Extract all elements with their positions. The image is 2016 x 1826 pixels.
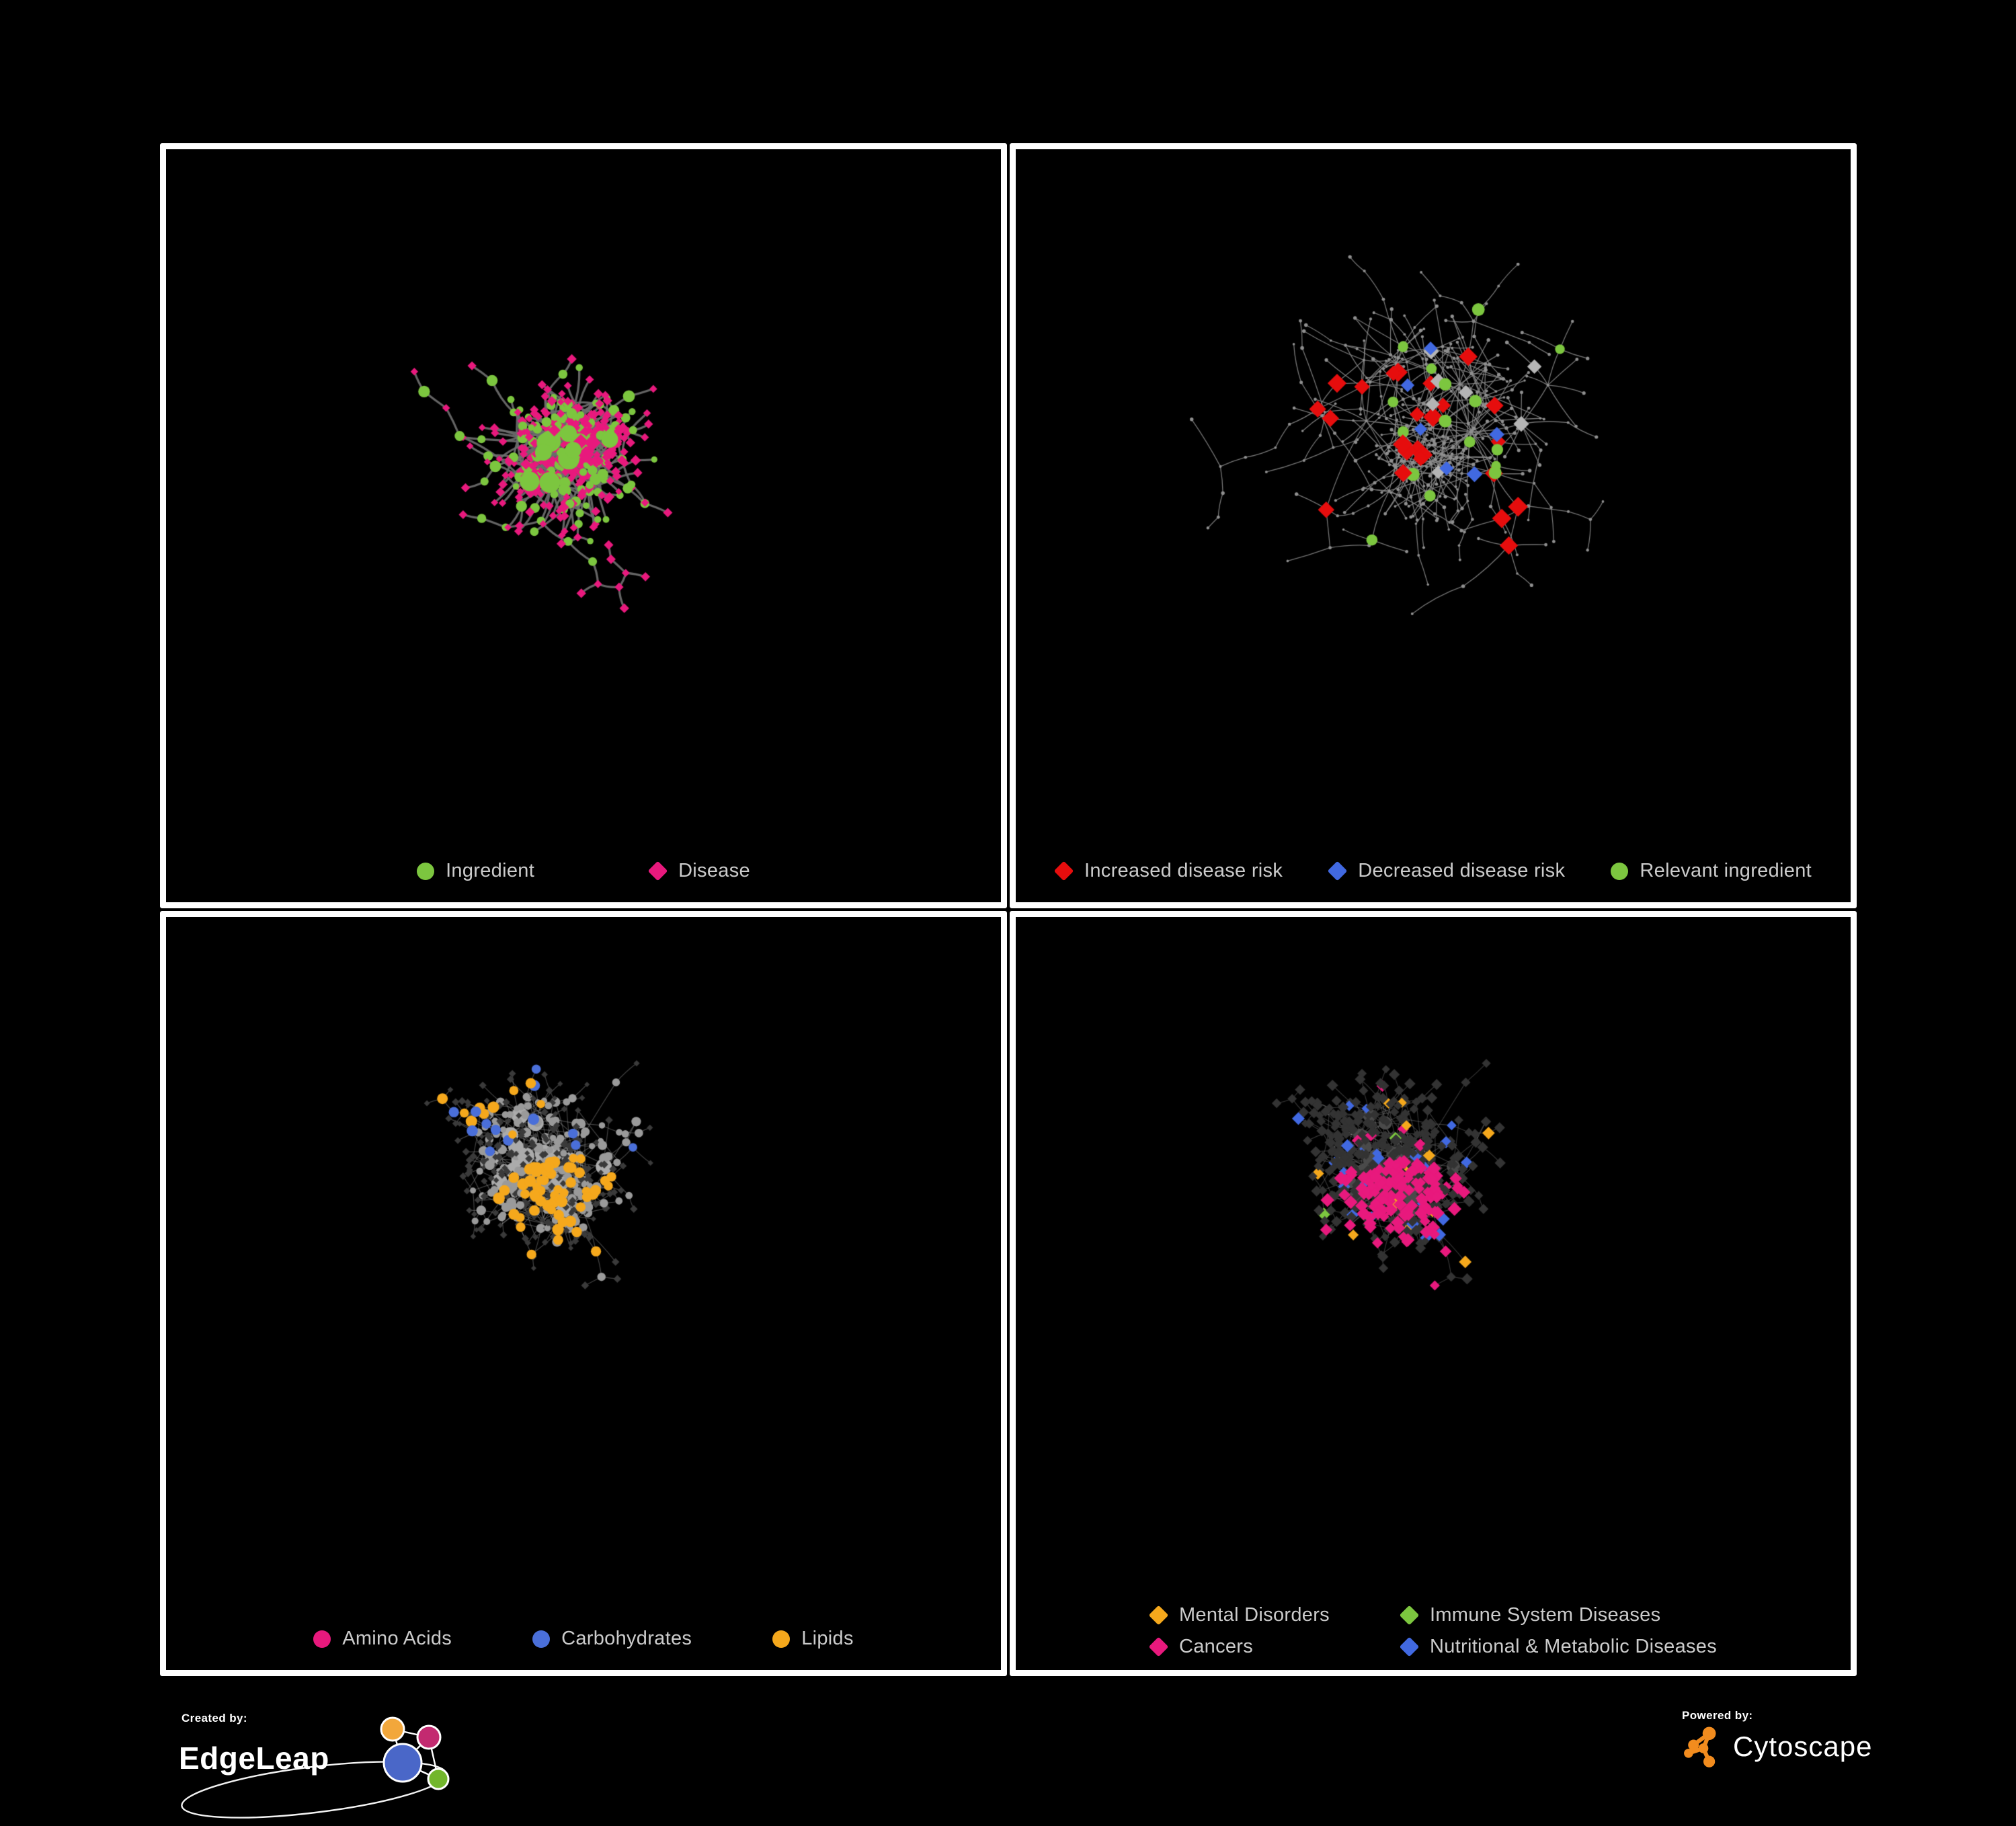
legend-item-ingredient: Ingredient <box>417 860 534 882</box>
decreased-risk-marker-icon <box>1327 861 1348 881</box>
legend-item-carbohydrates: Carbohydrates <box>532 1628 692 1650</box>
legend-ingredient-disease: Ingredient Disease <box>166 860 1001 882</box>
edgeleap-node-green <box>427 1768 450 1790</box>
network-canvas-ingredient-classes <box>166 917 1001 1670</box>
legend-label: Ingredient <box>446 860 535 881</box>
disease-marker-icon <box>647 861 668 881</box>
cytoscape-credit: Powered by: Cytoscape <box>1682 1709 1872 1768</box>
legend-item-mental-disorders: Mental Disorders <box>1148 1604 1330 1626</box>
carbohydrates-marker-icon <box>532 1630 551 1648</box>
ingredient-marker-icon <box>417 862 435 880</box>
panel-ingredient-classes: Amino Acids Carbohydrates Lipids <box>160 911 1007 1676</box>
nutritional-metabolic-marker-icon <box>1399 1636 1420 1657</box>
legend-ingredient-classes: Amino Acids Carbohydrates Lipids <box>166 1628 1001 1650</box>
amino-acids-marker-icon <box>313 1630 331 1648</box>
legend-label: Cancers <box>1178 1636 1254 1657</box>
legend-label: Immune System Diseases <box>1429 1604 1661 1626</box>
legend-label: Increased disease risk <box>1084 860 1283 881</box>
legend-item-lipids: Lipids <box>772 1628 854 1650</box>
edgeleap-node-magenta <box>416 1724 442 1750</box>
increased-risk-marker-icon <box>1053 861 1074 881</box>
legend-item-relevant-ingredient: Relevant ingredient <box>1611 860 1812 882</box>
network-canvas-disease-classes <box>1016 917 1851 1670</box>
legend-label: Relevant ingredient <box>1640 860 1812 881</box>
immune-diseases-marker-icon <box>1399 1605 1420 1626</box>
edgeleap-node-orange <box>380 1716 405 1742</box>
network-canvas-disease-risk <box>1016 149 1851 902</box>
lipids-marker-icon <box>772 1630 791 1648</box>
legend-item-cancers: Cancers <box>1148 1636 1330 1658</box>
legend-item-amino-acids: Amino Acids <box>313 1628 452 1650</box>
legend-item-increased-risk: Increased disease risk <box>1053 860 1283 882</box>
legend-label: Decreased disease risk <box>1358 860 1566 881</box>
panel-disease-classes: Mental Disorders Immune System Diseases … <box>1010 911 1857 1676</box>
edgeleap-logo: EdgeLeap <box>176 1716 499 1819</box>
legend-label: Lipids <box>801 1628 854 1649</box>
mental-disorders-marker-icon <box>1148 1605 1169 1626</box>
legend-label: Disease <box>678 860 750 881</box>
legend-label: Mental Disorders <box>1178 1604 1330 1626</box>
cytoscape-wordmark: Cytoscape <box>1733 1731 1873 1762</box>
panel-ingredient-disease: Ingredient Disease <box>160 143 1007 908</box>
legend-label: Carbohydrates <box>561 1628 692 1649</box>
relevant-ingredient-marker-icon <box>1611 862 1629 880</box>
edgeleap-node-blue <box>382 1743 423 1783</box>
powered-by-label: Powered by: <box>1682 1709 1753 1722</box>
cancers-marker-icon <box>1148 1636 1169 1657</box>
panel-disease-risk: Increased disease risk Decreased disease… <box>1010 143 1857 908</box>
edgeleap-wordmark: EdgeLeap <box>179 1741 329 1776</box>
network-canvas-ingredient-disease <box>166 149 1001 902</box>
legend-label: Amino Acids <box>342 1628 452 1649</box>
legend-label: Nutritional & Metabolic Diseases <box>1429 1636 1718 1657</box>
legend-item-disease: Disease <box>647 860 750 882</box>
legend-item-immune-diseases: Immune System Diseases <box>1399 1604 1717 1626</box>
created-by-label: Created by: <box>182 1712 247 1724</box>
legend-disease-risk: Increased disease risk Decreased disease… <box>1016 860 1851 882</box>
legend-item-nutritional-metabolic: Nutritional & Metabolic Diseases <box>1399 1636 1718 1658</box>
cytoscape-icon <box>1684 1726 1716 1768</box>
legend-item-decreased-risk: Decreased disease risk <box>1327 860 1566 882</box>
legend-disease-classes: Mental Disorders Immune System Diseases … <box>1016 1604 1851 1658</box>
edgeleap-logo-graphic <box>181 1716 450 1819</box>
edgeleap-credit: Created by: EdgeLeap <box>176 1712 499 1819</box>
cytoscape-logo: Cytoscape <box>1682 1725 1872 1768</box>
